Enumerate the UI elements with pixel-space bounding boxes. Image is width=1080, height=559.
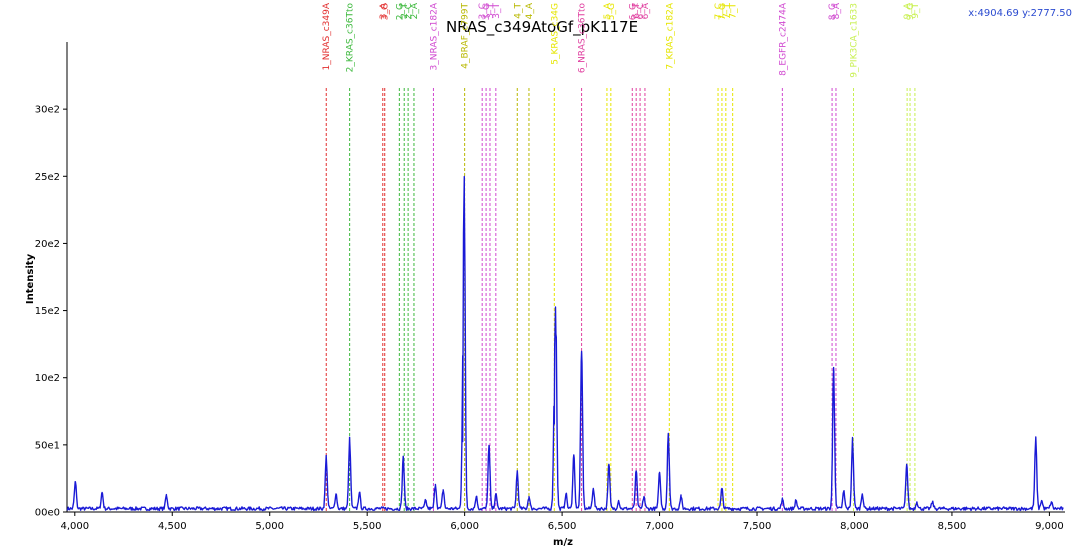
peak-marker-label: 6_C <box>636 3 646 20</box>
x-tick-label: 6,000 <box>450 521 479 532</box>
y-tick-label: 15e2 <box>35 306 60 317</box>
y-tick-label: 50e1 <box>35 440 60 451</box>
y-tick-label: 10e2 <box>35 373 60 384</box>
peak-marker-label: 5_A <box>603 2 613 19</box>
chart-title: NRAS_c349AtoGf_pK117E <box>446 18 638 37</box>
peak-marker-label: 8_A <box>832 2 842 19</box>
peak-marker-label: 3_A <box>379 2 389 19</box>
peak-marker-label: 4_BRAF_c799T <box>461 3 471 69</box>
x-axis-title: m/z <box>553 537 573 548</box>
peak-marker-label: 9_T <box>911 3 921 19</box>
x-tick-label: 6,500 <box>548 521 577 532</box>
peak-marker-label: 1_NRAS_c349A <box>322 2 332 70</box>
peak-marker-label: 6_G <box>628 3 638 20</box>
peak-marker-label: 3_NRAS_c182A <box>429 2 439 70</box>
peak-marker-label: 3_G <box>482 3 492 20</box>
peak-marker-label: 5_KRAS_c34G <box>550 3 560 65</box>
peak-marker-label: 8_G <box>828 3 838 20</box>
peak-markers: 1_NRAS_c349A 2_KRAS_c36Tto 3_A3_G 2_G2_T2_C… <box>322 2 921 512</box>
peak-marker-label: 3_G <box>381 3 391 20</box>
spectrum-trace <box>66 175 1064 512</box>
peak-marker-label: 2_KRAS_c36Tto <box>346 3 356 73</box>
x-tick-label: 8,500 <box>938 521 967 532</box>
peak-marker-label: 7_KRAS_c182A <box>665 2 675 70</box>
peak-marker-label: 7_T <box>722 3 732 19</box>
x-tick-label: 5,000 <box>255 521 284 532</box>
x-tick-label: 8,000 <box>840 521 869 532</box>
x-tick-label: 5,500 <box>353 521 382 532</box>
peak-marker-label: 4_T <box>513 3 523 19</box>
peak-marker-label: 8_EGFR_c2474A <box>778 2 788 76</box>
peak-marker-label: 3_T <box>486 3 496 19</box>
y-tick-label: 20e2 <box>35 239 60 250</box>
axes <box>66 42 1065 513</box>
peak-marker-label: 3_C <box>478 3 488 20</box>
y-axis-title: Intensity <box>25 253 36 304</box>
peak-marker-label: 3_T <box>492 3 502 19</box>
x-tick-label: 9,000 <box>1035 521 1064 532</box>
peak-marker-label: 2_T <box>400 3 410 19</box>
peak-marker-label: 7_T <box>729 3 739 19</box>
cursor-coordinate-readout: x:4904.69 y:2777.50 <box>968 8 1072 19</box>
peak-marker-label: 2_C <box>404 3 414 20</box>
peak-marker-label: 9_G <box>906 3 916 20</box>
peak-marker-label: 2_G <box>395 3 405 20</box>
x-tick-label: 7,500 <box>743 521 772 532</box>
peak-marker-label: 7_C <box>714 3 724 20</box>
peak-marker-label: 4_A <box>525 2 535 19</box>
peak-marker-label: 6_NRAS_c36Tto <box>578 3 588 74</box>
y-tick-label: 25e2 <box>35 172 60 183</box>
x-tick-label: 4,000 <box>60 521 89 532</box>
peak-marker-label: 2_A <box>410 2 420 19</box>
y-tick-label: 30e2 <box>35 105 60 116</box>
x-tick-label: 4,500 <box>158 521 187 532</box>
tick-labels: 4,000 4,500 5,000 5,500 6,000 6,500 7,000 7,500… <box>35 105 1064 532</box>
peak-marker-label: 9_A <box>903 2 913 19</box>
y-tick-label: 00e0 <box>35 508 60 519</box>
peak-marker-label: 6_T <box>632 3 642 19</box>
peak-marker-label: 5_G <box>607 3 617 20</box>
peak-marker-label: 6_A <box>641 2 651 19</box>
peak-marker-label: 9_PIK3CA_c1633 <box>850 3 860 78</box>
x-tick-label: 7,000 <box>645 521 674 532</box>
peak-marker-label: 7_G <box>718 3 728 20</box>
